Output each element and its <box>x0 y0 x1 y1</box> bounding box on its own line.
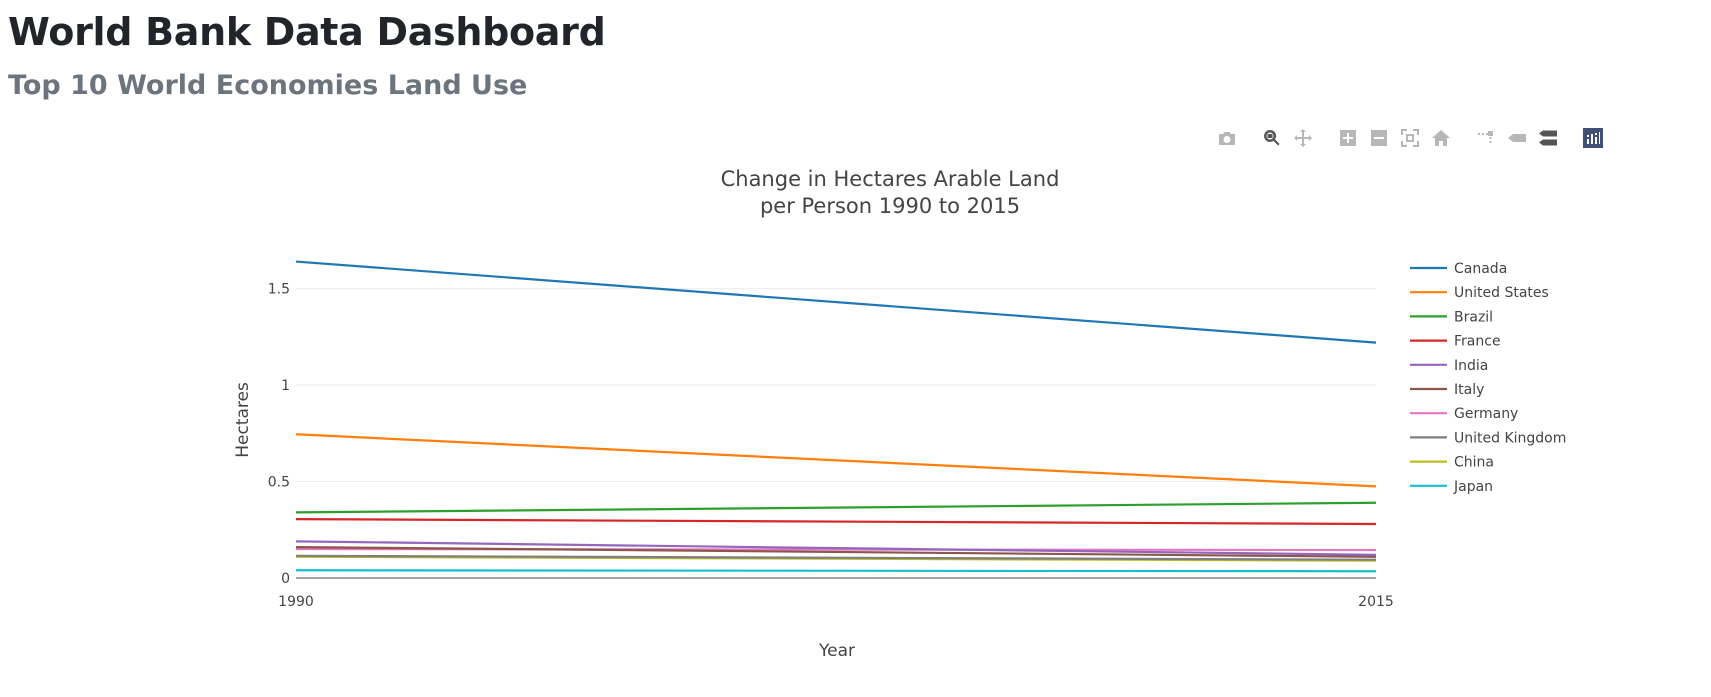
legend-label: United Kingdom <box>1454 430 1566 446</box>
zoom-out-button[interactable] <box>1367 126 1391 150</box>
legend-item[interactable]: Italy <box>1410 382 1484 398</box>
chart-series-lines <box>295 260 1377 573</box>
autoscale-icon <box>1401 129 1419 147</box>
legend-item[interactable]: Japan <box>1410 479 1493 495</box>
plotly-logo-icon <box>1583 128 1603 148</box>
legend-label: Germany <box>1454 406 1518 422</box>
chart-title: Change in Hectares Arable Land <box>721 167 1060 191</box>
pan-icon <box>1294 129 1312 147</box>
series-line-india[interactable] <box>295 540 1377 556</box>
page-subtitle: Top 10 World Economies Land Use <box>8 70 528 101</box>
hover-compare-icon <box>1539 130 1557 146</box>
reset-axes-button[interactable] <box>1429 126 1453 150</box>
x-tick-label: 2015 <box>1358 594 1394 610</box>
spike-lines-button[interactable] <box>1474 126 1498 150</box>
chart-legend: Canada United States Brazil France India Ital… <box>1410 261 1566 495</box>
x-tick-label: 1990 <box>278 594 314 610</box>
legend-item[interactable]: United States <box>1410 285 1549 301</box>
legend-item[interactable]: Brazil <box>1410 309 1493 325</box>
series-line-canada[interactable] <box>295 260 1377 344</box>
series-line-japan[interactable] <box>295 569 1377 573</box>
series-line-united-states[interactable] <box>295 433 1377 488</box>
y-tick-label: 1 <box>281 378 290 394</box>
autoscale-button[interactable] <box>1398 126 1422 150</box>
camera-button[interactable] <box>1215 126 1239 150</box>
chart-gridlines <box>296 288 1376 483</box>
legend-label: Japan <box>1453 479 1493 495</box>
zoom-icon <box>1264 129 1280 146</box>
plotly-logo-button[interactable] <box>1581 126 1605 150</box>
modebar-group-hover <box>1474 126 1567 150</box>
legend-item[interactable]: United Kingdom <box>1410 430 1566 446</box>
hover-closest-icon <box>1508 134 1526 142</box>
zoom-in-button[interactable] <box>1336 126 1360 150</box>
y-tick-label: 0.5 <box>268 475 290 491</box>
camera-icon <box>1219 132 1235 145</box>
series-line-italy[interactable] <box>295 546 1377 558</box>
zoom-out-icon <box>1371 130 1387 146</box>
legend-label: Canada <box>1454 261 1507 277</box>
legend-label: India <box>1454 358 1488 374</box>
legend-item[interactable]: Canada <box>1410 261 1507 277</box>
legend-item[interactable]: India <box>1410 358 1488 374</box>
y-tick-label: 1.5 <box>268 282 290 298</box>
chart-title-line-2: per Person 1990 to 2015 <box>760 194 1020 218</box>
chart-axes: 0 0.5 1 1.5 1990 2015 <box>268 282 1394 610</box>
series-line-brazil[interactable] <box>295 501 1377 514</box>
modebar-group-drag <box>1260 126 1322 150</box>
y-tick-label: 0 <box>281 571 290 587</box>
hover-closest-button[interactable] <box>1505 126 1529 150</box>
hover-compare-button[interactable] <box>1536 126 1560 150</box>
legend-label: Brazil <box>1454 309 1493 325</box>
chart-modebar <box>1215 126 1626 150</box>
pan-button[interactable] <box>1291 126 1315 150</box>
legend-item[interactable]: France <box>1410 334 1501 350</box>
page-title: World Bank Data Dashboard <box>8 10 606 54</box>
modebar-group-logo <box>1581 126 1612 150</box>
legend-label: France <box>1454 334 1501 350</box>
legend-label: United States <box>1454 285 1549 301</box>
legend-label: Italy <box>1454 382 1484 398</box>
series-line-france[interactable] <box>295 518 1377 526</box>
y-axis-title: Hectares <box>233 382 253 458</box>
legend-item[interactable]: China <box>1410 455 1494 471</box>
x-axis-title: Year <box>818 641 855 661</box>
modebar-group-export <box>1215 126 1246 150</box>
modebar-group-zoom <box>1336 126 1460 150</box>
zoom-button[interactable] <box>1260 126 1284 150</box>
zoom-in-icon <box>1340 130 1356 146</box>
series-line-united-kingdom[interactable] <box>295 554 1377 561</box>
legend-label: China <box>1454 455 1494 471</box>
spike-lines-icon <box>1478 131 1493 143</box>
legend-item[interactable]: Germany <box>1410 406 1518 422</box>
reset-axes-icon <box>1432 130 1450 146</box>
